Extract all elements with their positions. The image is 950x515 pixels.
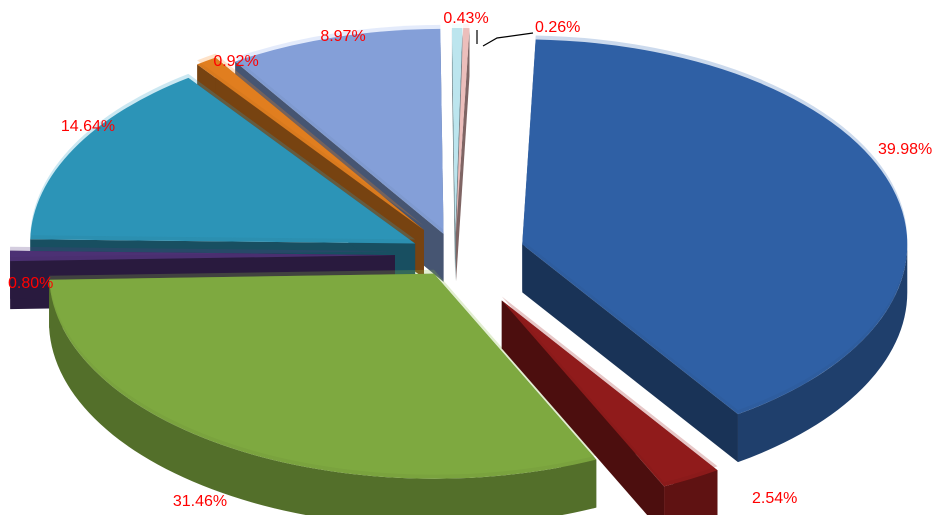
pie-slice-label: 0.26%: [535, 19, 580, 36]
pie-slice-highlight: [235, 24, 444, 230]
pie-slice-highlight: [501, 296, 718, 483]
pie-slice-side: [49, 279, 597, 515]
pie-slice-top: [235, 28, 444, 234]
pie-slice-highlight: [456, 24, 470, 230]
pie-slice-label: 0.80%: [8, 275, 53, 292]
pie-slice-label: 39.98%: [878, 141, 932, 158]
pie-slice-highlight: [30, 73, 416, 240]
pie-slice-wall: [456, 28, 470, 282]
pie-slice-top: [49, 273, 597, 479]
leader-line: [482, 32, 534, 47]
pie-slice-highlight: [197, 53, 424, 227]
pie-slices: [10, 24, 908, 515]
pie-slice-label: 31.46%: [173, 493, 227, 510]
pie-slice: [49, 269, 597, 515]
pie-slice-wall: [451, 28, 456, 282]
pie-slice-side: [737, 244, 908, 463]
pie-slice-wall: [522, 244, 738, 463]
pie-slice-side: [664, 470, 718, 515]
pie-slice-top: [456, 28, 470, 234]
pie-slice-top: [451, 28, 463, 234]
pie-slice-label: 14.64%: [61, 118, 115, 135]
pie-slice-highlight: [522, 35, 908, 411]
pie-slice-wall: [501, 300, 665, 515]
pie-slice-top: [522, 39, 908, 415]
pie-slice-top: [10, 250, 396, 262]
pie-slice-label: 0.92%: [213, 53, 258, 70]
pie-slice-label: 0.43%: [443, 10, 488, 27]
pie-slice-highlight: [451, 24, 463, 230]
pie-labels: 39.98% 2.54% 31.46% 0.80% 14.64% 0.92% 8.97% 0.…: [8, 10, 932, 510]
pie-slice-top: [30, 77, 416, 244]
pie-slice-highlight: [49, 269, 597, 475]
pie-slice-highlight: [10, 246, 396, 258]
pie-slice-top: [197, 57, 424, 231]
pie-slice: [456, 24, 470, 282]
pie-slice: [501, 296, 718, 515]
pie-slice-top: [501, 300, 718, 487]
pie-slice: [522, 35, 908, 463]
pie-slice-label: 2.54%: [752, 490, 797, 507]
pie-slice-label: 8.97%: [320, 28, 365, 45]
